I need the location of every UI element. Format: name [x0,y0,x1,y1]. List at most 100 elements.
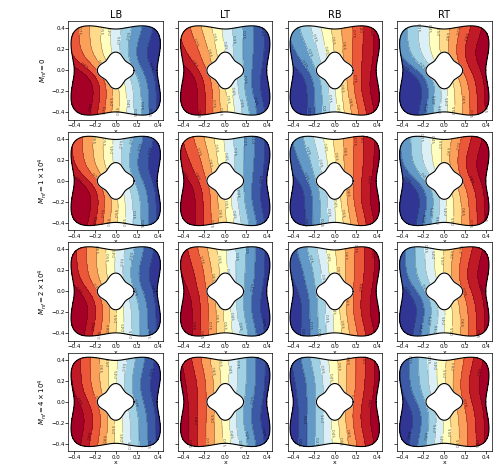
Text: 0.65: 0.65 [450,248,456,258]
Text: 0.25: 0.25 [241,30,245,39]
Text: 0.85: 0.85 [467,175,474,185]
X-axis label: x: x [442,239,446,244]
Text: 0.95: 0.95 [369,174,374,183]
Text: 0.65: 0.65 [340,41,345,51]
Text: 0.75: 0.75 [460,287,466,297]
Text: 0.25: 0.25 [242,74,246,84]
Text: 0.55: 0.55 [220,438,225,447]
Text: 0.55: 0.55 [340,208,344,218]
Text: 0.45: 0.45 [222,41,226,50]
Text: 0.85: 0.85 [364,354,368,363]
Text: 0.35: 0.35 [232,147,236,156]
Text: 0.35: 0.35 [327,94,332,103]
Text: 0.35: 0.35 [120,139,125,148]
Text: 0.95: 0.95 [372,26,376,35]
Text: 0.55: 0.55 [339,84,344,94]
Text: 0.45: 0.45 [440,433,445,443]
Text: 0.85: 0.85 [79,62,88,70]
Text: 0.35: 0.35 [128,439,132,449]
Text: 0.25: 0.25 [428,315,434,324]
Text: 0.65: 0.65 [347,97,352,107]
Polygon shape [316,384,353,420]
Text: 0.85: 0.85 [474,439,478,448]
Text: 0.15: 0.15 [420,322,425,332]
Text: 0.55: 0.55 [217,358,222,368]
Text: 0.25: 0.25 [244,245,248,254]
Text: 0.35: 0.35 [234,251,238,261]
Text: 0.05: 0.05 [400,64,410,73]
Text: 0.45: 0.45 [228,430,232,439]
Text: 0.75: 0.75 [209,219,213,227]
Text: 0.25: 0.25 [320,105,324,114]
Text: 0.05: 0.05 [262,26,266,35]
Title: LT: LT [220,10,230,20]
Text: 0.75: 0.75 [90,172,98,182]
Text: 0.95: 0.95 [478,284,484,294]
Text: 0.05: 0.05 [402,175,411,184]
Text: 0.15: 0.15 [424,101,430,111]
Text: 0.95: 0.95 [75,397,82,407]
Text: 0.75: 0.75 [92,395,100,405]
Text: 0.45: 0.45 [328,372,332,382]
Text: 0.15: 0.15 [252,97,258,106]
Text: 0.05: 0.05 [260,428,266,437]
Text: 0.35: 0.35 [310,33,318,43]
Text: 0.65: 0.65 [344,356,349,365]
Text: 0.25: 0.25 [243,431,248,440]
Text: 0.05: 0.05 [296,438,300,447]
Text: 0.75: 0.75 [98,329,103,339]
Polygon shape [98,163,134,199]
Text: 0.35: 0.35 [130,329,134,338]
Text: 0.45: 0.45 [122,322,126,331]
Text: 0.55: 0.55 [101,137,105,146]
Text: 0.85: 0.85 [361,23,365,32]
Text: 0.15: 0.15 [250,282,256,291]
Text: 0.45: 0.45 [124,99,128,108]
Polygon shape [98,384,134,420]
Text: 0.45: 0.45 [323,45,328,55]
Text: 0.35: 0.35 [318,365,324,374]
Text: 0.45: 0.45 [124,217,128,227]
Text: 0.85: 0.85 [474,329,478,338]
Text: 0.35: 0.35 [324,314,328,323]
Text: 0.25: 0.25 [417,62,426,70]
Text: 0.15: 0.15 [422,212,428,222]
Text: 0.95: 0.95 [196,109,200,118]
Text: 0.65: 0.65 [94,245,98,254]
Text: 0.15: 0.15 [300,60,308,69]
Text: 0.35: 0.35 [326,208,330,217]
Text: 0.85: 0.85 [92,320,97,330]
Text: 0.65: 0.65 [458,318,462,327]
Text: 0.75: 0.75 [204,437,208,446]
Text: 0.05: 0.05 [148,145,154,155]
Text: 0.35: 0.35 [235,188,240,198]
Text: 0.45: 0.45 [446,96,450,105]
Text: 0.65: 0.65 [90,134,95,144]
Text: 0.25: 0.25 [425,431,430,440]
Text: 0.55: 0.55 [450,326,454,335]
Text: 0.95: 0.95 [74,286,82,296]
Text: 0.05: 0.05 [148,284,155,294]
Text: 0.55: 0.55 [116,208,120,217]
Text: 0.55: 0.55 [106,357,110,366]
Text: 0.25: 0.25 [130,134,135,144]
X-axis label: x: x [333,350,336,355]
Text: 0.35: 0.35 [131,210,135,219]
Text: 0.75: 0.75 [468,219,471,228]
Text: 0.45: 0.45 [230,86,235,96]
Text: 0.15: 0.15 [407,355,412,364]
Text: 0.55: 0.55 [117,106,121,115]
Text: 0.45: 0.45 [322,142,328,152]
Text: 0.45: 0.45 [332,198,337,208]
Text: 0.55: 0.55 [222,200,228,210]
Text: 0.35: 0.35 [437,215,442,224]
Text: 0.35: 0.35 [230,35,235,45]
Polygon shape [98,52,134,89]
Text: 0.75: 0.75 [352,392,357,402]
Text: 0.75: 0.75 [102,104,108,114]
X-axis label: x: x [114,461,117,465]
Text: 0.15: 0.15 [252,133,256,142]
Text: 0.55: 0.55 [442,255,446,264]
Text: 0.55: 0.55 [453,105,457,114]
Text: 0.75: 0.75 [76,26,81,35]
